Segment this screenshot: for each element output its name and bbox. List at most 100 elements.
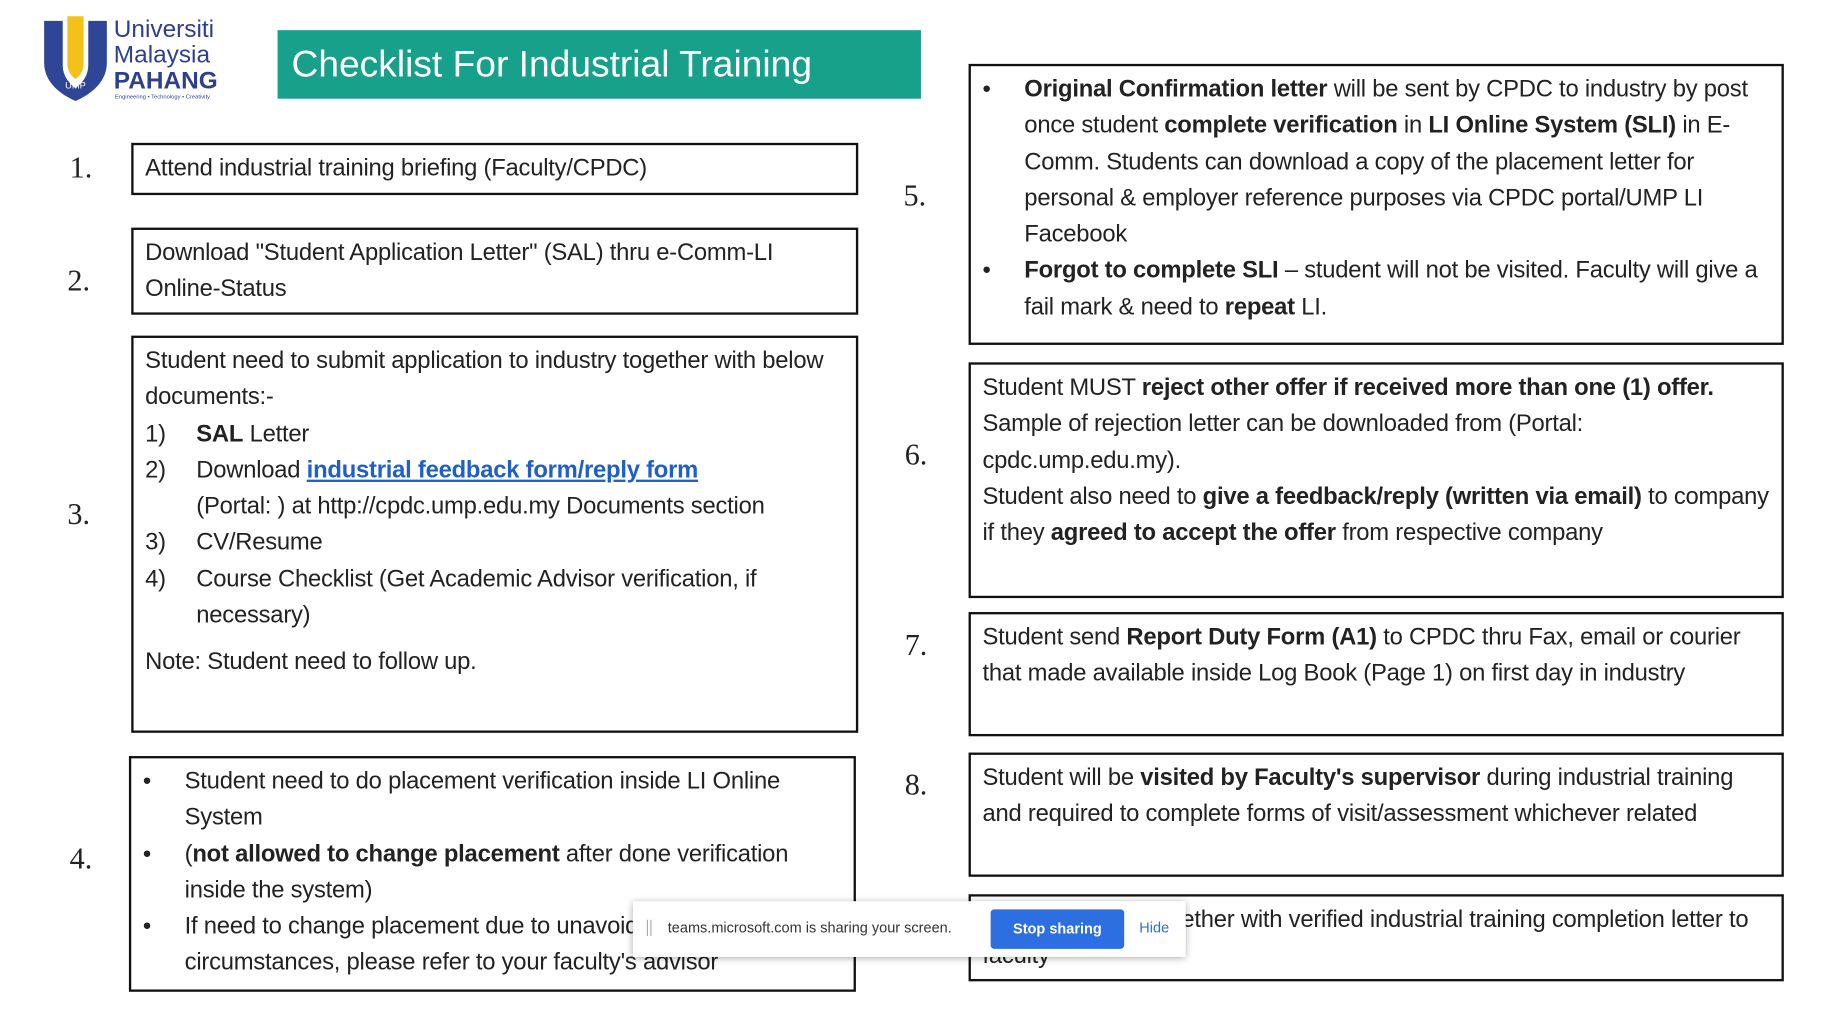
list-marker: • <box>142 913 151 940</box>
paragraph: Student will be visited by Faculty's sup… <box>983 760 1770 833</box>
list-item: 2) Download industrial feedback form/repl… <box>145 452 844 525</box>
item-number: 1. <box>69 150 93 185</box>
text-run: repeat <box>1224 293 1295 321</box>
text-run: Student will be <box>982 764 1141 791</box>
text-run: give a feedback/reply (written via email… <box>1202 482 1642 510</box>
text-run: will be sent by CPDC to industry by post… <box>1024 75 1748 139</box>
text-run: (Portal: ) at http://cpdc.ump.edu.my Doc… <box>196 492 765 520</box>
text-run: LI Online System (SLI) <box>1428 111 1676 139</box>
list-marker: 3) <box>145 528 166 556</box>
logo-text: UMP <box>65 80 86 90</box>
text-run: Student send <box>982 623 1127 651</box>
text-run: Forgot to complete SLI <box>1024 257 1279 284</box>
item-number: 6. <box>904 437 928 472</box>
item-number: 4. <box>69 841 93 876</box>
text-run: If need to change placement due to unavo… <box>184 913 719 977</box>
list-text: Course Checklist (Get Academic Advisor v… <box>196 561 844 634</box>
text-run: Student need to do placement verificatio… <box>184 767 781 831</box>
list-text: Original Confirmation letter will be sen… <box>1024 71 1770 253</box>
slide-title: Checklist For Industrial Training <box>277 30 921 99</box>
paragraph: Student also need to give a feedback/rep… <box>983 478 1770 551</box>
text-run: in <box>1397 111 1429 139</box>
list-marker: • <box>982 75 991 103</box>
text-run: SAL <box>196 419 244 447</box>
hide-button[interactable]: Hide <box>1139 919 1170 937</box>
text-run: – student will not be visited. Faculty w… <box>1024 257 1758 321</box>
text-run: Report Duty Form (A1) <box>1126 623 1377 651</box>
bullet-item: • Original Confirmation letter will be se… <box>983 71 1770 253</box>
item-box: Attend industrial training briefing (Fac… <box>131 142 859 196</box>
text-run: CV/Resume <box>196 528 323 556</box>
item-box: Student will be visited by Faculty's sup… <box>968 752 1784 877</box>
bullet-item: • (not allowed to change placement after … <box>143 836 842 909</box>
text-run: complete verification <box>1164 111 1398 139</box>
list-item: 3) CV/Resume <box>145 524 844 560</box>
item-box: Download "Student Application Letter" (S… <box>131 227 859 315</box>
text-run: Course Checklist (Get Academic Advisor v… <box>196 565 757 629</box>
list-item: 1) SAL Letter <box>145 415 844 451</box>
text-run: Original Confirmation letter <box>1024 75 1328 103</box>
link[interactable]: industrial feedback form/reply form <box>306 456 699 483</box>
text-run: Download "Student Application Letter" (S… <box>145 239 774 303</box>
item-number: 2. <box>67 263 91 298</box>
share-bar: teams.microsoft.com is sharing your scre… <box>632 901 1186 957</box>
list-marker: 1) <box>145 419 166 447</box>
logo: UMP <box>44 16 107 102</box>
bullet-item: • If need to change placement due to unav… <box>143 908 842 981</box>
text-run: not allowed to change placement <box>192 840 560 868</box>
list-marker: • <box>142 767 151 795</box>
drag-handle[interactable] <box>646 919 652 937</box>
list-item: 4) Course Checklist (Get Academic Advisor… <box>145 561 844 634</box>
university-name: Universiti <box>113 16 215 43</box>
item-number: 7. <box>904 628 928 662</box>
list-marker: • <box>982 257 991 284</box>
item-number: 3. <box>67 497 91 531</box>
list-text: Forgot to complete SLI – student will no… <box>1024 253 1770 326</box>
text-run: LI. <box>1294 293 1328 321</box>
text-run: Attend industrial training briefing (Fac… <box>145 154 647 182</box>
text-run: Student need to submit application to in… <box>145 347 824 411</box>
item-number: 5. <box>903 178 927 213</box>
list-text: Download industrial feedback form/reply … <box>196 452 765 525</box>
list-text: (not allowed to change placement after d… <box>185 836 842 909</box>
paragraph: Student send Report Duty Form (A1) to CP… <box>983 619 1770 692</box>
item-number: 8. <box>904 767 928 802</box>
text-run: Note: Student need to follow up. <box>145 648 477 676</box>
item-box: • Original Confirmation letter will be se… <box>968 63 1784 345</box>
university-name: Malaysia <box>113 41 211 69</box>
text-run: Student also need to <box>982 482 1203 510</box>
paragraph: Note: Student need to follow up. <box>145 644 844 680</box>
text-run: in E-Comm. Students can download a copy … <box>1024 111 1731 248</box>
list-text: SAL Letter <box>196 415 309 451</box>
list-marker: 4) <box>145 565 166 593</box>
text-run: to CPDC thru Fax, email or courier that … <box>982 623 1741 687</box>
text-run: Sample of rejection letter can be downlo… <box>982 410 1584 474</box>
text-run: together with verified industrial traini… <box>983 905 1749 969</box>
text-run: from respective company <box>1335 519 1603 547</box>
paragraph: Attend industrial training briefing (Fac… <box>145 150 844 186</box>
text-run: reject other offer if received more than… <box>1141 373 1714 401</box>
list-text: If need to change placement due to unavo… <box>185 908 842 981</box>
text-run: Student MUST <box>982 373 1142 401</box>
text-run: to company if they <box>982 482 1770 547</box>
item-box: Student send Report Duty Form (A1) to CP… <box>968 612 1784 737</box>
text-run: Download <box>196 456 307 483</box>
bullet-item: • Student need to do placement verificati… <box>143 763 842 836</box>
list-marker: 2) <box>145 456 166 483</box>
item-box: Student MUST reject other offer if recei… <box>968 362 1784 599</box>
text-run: agreed to accept the offer <box>1050 519 1336 547</box>
university-name: PAHANG <box>113 67 218 95</box>
paragraph: Student MUST reject other offer if recei… <box>983 369 1770 478</box>
list-text: Student need to do placement verificatio… <box>185 763 842 836</box>
text-run: ( <box>184 840 193 868</box>
tagline: Engineering • Technology • Creativity <box>114 94 210 102</box>
text-run: during industrial training and required … <box>982 764 1734 828</box>
text-run: visited by Faculty's supervisor <box>1140 764 1481 791</box>
text-run: after done verification inside the syste… <box>184 840 789 904</box>
list-marker: • <box>142 840 151 868</box>
stop-sharing-button[interactable]: Stop sharing <box>990 909 1125 949</box>
paragraph: Download "Student Application Letter" (S… <box>145 235 844 308</box>
list-text: CV/Resume <box>196 524 322 560</box>
item-box: Student need to submit application to in… <box>131 335 859 733</box>
